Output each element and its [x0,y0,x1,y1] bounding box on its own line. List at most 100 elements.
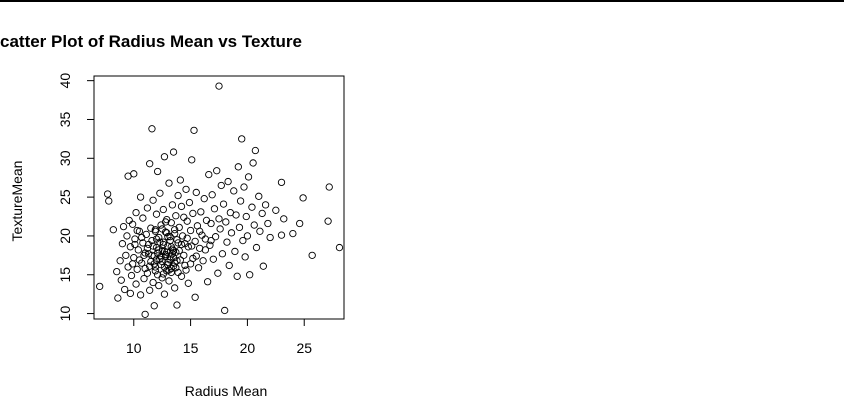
scatter-point [125,216,133,225]
scatter-point [250,221,258,229]
scatter-point [142,230,150,239]
scatter-point [157,221,165,229]
scatter-point [177,272,186,280]
scatter-point [186,226,195,235]
y-tick-label: 30 [57,150,73,166]
scatter-point [165,179,173,187]
scatter-point [240,183,248,191]
scatter-point [131,240,139,249]
y-tick-label: 10 [57,306,73,322]
scatter-point [258,209,266,218]
scatter-point [324,217,332,225]
scatter-point [151,227,160,235]
scatter-point [239,236,247,245]
scatter-point [141,264,149,273]
x-tick-label: 20 [240,340,256,356]
scatter-point [171,229,179,238]
scatter-point [199,257,207,265]
scatter-point [224,177,232,186]
scatter-point [128,260,137,268]
scatter-point [146,286,154,294]
scatter-point [136,193,145,201]
scatter-point [133,265,141,273]
x-tick-label: 25 [296,340,312,356]
scatter-point [167,243,175,251]
scatter-point [146,160,154,168]
scatter-point [209,255,217,263]
scatter-point [183,234,191,242]
scatter-point [208,191,216,199]
scatter-point [261,201,270,209]
scatter-point [335,243,344,252]
scatter-point [227,229,236,237]
scatter-point [133,226,141,235]
y-tick-label: 40 [57,73,73,89]
x-axis: 10 15 20 25 [126,318,312,356]
scatter-point [325,183,333,191]
scatter-point [277,231,286,239]
scatter-point [172,212,180,220]
scatter-point [143,269,152,277]
scatter-point [289,229,297,238]
scatter-point [190,126,198,134]
scatter-point [169,254,178,262]
scatter-point [146,262,154,270]
scatter-point [219,200,228,208]
scatter-point [149,196,157,204]
y-tick-label: 25 [57,189,73,205]
scatter-point [210,205,219,213]
scatter-point [128,220,137,228]
scatter-point [235,223,244,232]
scatter-point [118,240,127,248]
scatter-point [144,250,153,258]
scatter-point [165,277,173,285]
scatter-point [173,301,181,309]
scatter-point [139,214,147,222]
scatter-point [157,253,165,261]
x-axis-label: Radius Mean [185,383,268,399]
scatter-point [211,233,220,241]
scatter-point [127,271,136,280]
scatter-point [205,170,213,179]
scatter-point [161,218,170,226]
scatter-point [185,198,194,207]
scatter-point [184,243,192,251]
x-tick-label: 10 [126,340,142,356]
scatter-point [221,306,229,315]
scatter-point [207,236,215,245]
scatter-point [177,240,186,249]
scatter-point [138,233,146,242]
scatter-point [213,167,221,175]
scatter-point [151,267,160,275]
scatter-point [188,242,196,250]
scatter-point [174,191,182,200]
scatter-point [143,204,152,212]
scatter-point [203,278,212,286]
scatter-point [230,187,238,195]
scatter-point [196,227,204,235]
scatter-point [181,261,189,270]
scatter-point [132,208,140,217]
scatter-point [248,203,256,211]
scatter-point [141,310,149,318]
scatter-point [201,246,210,254]
scatter-point [152,235,161,243]
scatter-point [153,167,162,176]
scatter-point [223,238,231,246]
scatter-point [180,251,188,259]
scatter-point [173,236,181,244]
scatter-point [163,229,171,237]
scatter-point [150,302,158,310]
scatter-point [266,233,274,242]
scatter-point [148,236,156,245]
scatter-point [233,272,241,280]
scatter-point [256,227,264,235]
scatter-point [160,153,169,161]
scatter-point [165,266,173,274]
scatter-point [272,206,280,214]
scatter-point [123,232,131,240]
scatter-point [113,267,121,276]
scatter-point [124,263,132,271]
scatter-point [243,232,252,240]
